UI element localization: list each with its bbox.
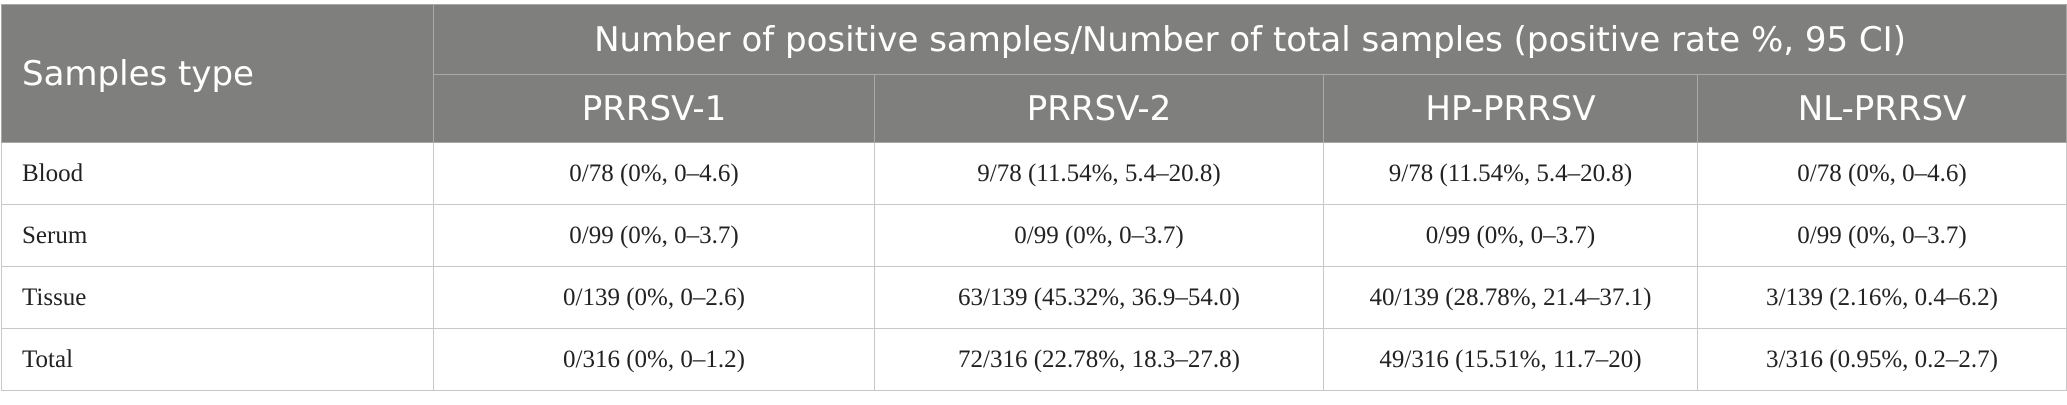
table-cell: 3/139 (2.16%, 0.4–6.2) xyxy=(1696,266,2067,329)
column-header-hp-prrsv: HP-PRRSV xyxy=(1323,74,1698,143)
table-row: Serum 0/99 (0%, 0–3.7) 0/99 (0%, 0–3.7) … xyxy=(1,204,2067,267)
table-header: Samples type Number of positive samples/… xyxy=(1,4,2067,143)
table-cell: 3/316 (0.95%, 0.2–2.7) xyxy=(1696,328,2067,391)
group-header: Number of positive samples/Number of tot… xyxy=(432,4,2067,75)
table-cell: 40/139 (28.78%, 21.4–37.1) xyxy=(1323,266,1698,329)
table-cell: 0/99 (0%, 0–3.7) xyxy=(1323,204,1698,267)
table-cell: 0/99 (0%, 0–3.7) xyxy=(433,204,875,267)
table-row: Blood 0/78 (0%, 0–4.6) 9/78 (11.54%, 5.4… xyxy=(1,142,2067,205)
row-label: Tissue xyxy=(1,266,434,329)
table-cell: 9/78 (11.54%, 5.4–20.8) xyxy=(874,142,1324,205)
column-header-prrsv-1: PRRSV-1 xyxy=(433,74,875,143)
table-cell: 0/78 (0%, 0–4.6) xyxy=(433,142,875,205)
positive-rate-table: Samples type Number of positive samples/… xyxy=(1,4,2067,391)
samples-type-header: Samples type xyxy=(1,4,434,143)
column-header-prrsv-2: PRRSV-2 xyxy=(874,74,1324,143)
row-label: Total xyxy=(1,328,434,391)
table-body: Blood 0/78 (0%, 0–4.6) 9/78 (11.54%, 5.4… xyxy=(1,142,2067,391)
row-label: Blood xyxy=(1,142,434,205)
table-cell: 63/139 (45.32%, 36.9–54.0) xyxy=(874,266,1324,329)
table-cell: 0/99 (0%, 0–3.7) xyxy=(1696,204,2067,267)
table-cell: 0/139 (0%, 0–2.6) xyxy=(433,266,875,329)
table-container: Samples type Number of positive samples/… xyxy=(1,4,2067,391)
row-label: Serum xyxy=(1,204,434,267)
table-row: Tissue 0/139 (0%, 0–2.6) 63/139 (45.32%,… xyxy=(1,266,2067,329)
header-row-group: Samples type Number of positive samples/… xyxy=(1,4,2067,143)
table-cell: 0/99 (0%, 0–3.7) xyxy=(874,204,1324,267)
column-header-nl-prrsv: NL-PRRSV xyxy=(1696,74,2067,143)
table-cell: 9/78 (11.54%, 5.4–20.8) xyxy=(1323,142,1698,205)
table-cell: 0/78 (0%, 0–4.6) xyxy=(1696,142,2067,205)
header-row-columns: PRRSV-1 PRRSV-2 HP-PRRSV NL-PRRSV xyxy=(2,74,2067,143)
table-row: Total 0/316 (0%, 0–1.2) 72/316 (22.78%, … xyxy=(1,328,2067,391)
table-cell: 72/316 (22.78%, 18.3–27.8) xyxy=(874,328,1324,391)
table-cell: 49/316 (15.51%, 11.7–20) xyxy=(1323,328,1698,391)
table-cell: 0/316 (0%, 0–1.2) xyxy=(433,328,875,391)
